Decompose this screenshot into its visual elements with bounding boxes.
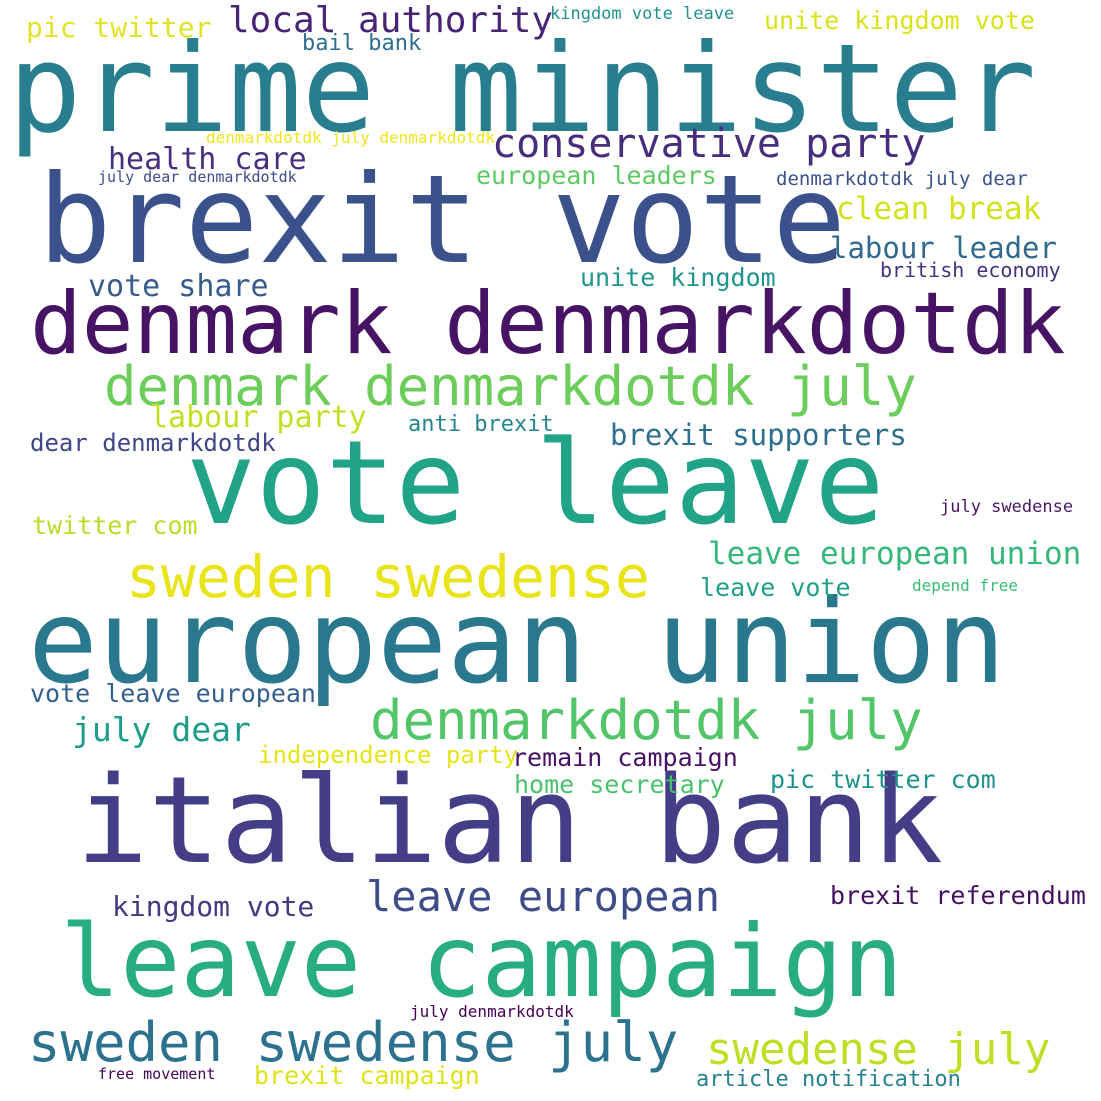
- word-brexit-supporters: brexit supporters: [610, 418, 907, 452]
- word-brexit-campaign: brexit campaign: [254, 1061, 480, 1090]
- word-brexit-referendum: brexit referendum: [830, 881, 1086, 910]
- word-denmarkdotdk-july-dear: denmarkdotdk july dear: [776, 168, 1028, 190]
- word-denmark-denmarkdotdk: denmark denmarkdotdk: [30, 274, 1066, 374]
- word-sweden-swedense: sweden swedense: [126, 543, 650, 611]
- word-leave-european: leave european: [366, 872, 721, 921]
- word-denmarkdotdk-july-denmarkdotdk: denmarkdotdk july denmarkdotdk: [206, 128, 495, 147]
- word-conservative-party: conservative party: [492, 121, 926, 167]
- word-sweden-swedense-july: sweden swedense july: [28, 1011, 679, 1074]
- word-denmarkdotdk-july: denmarkdotdk july: [370, 689, 923, 752]
- word-pic-twitter: pic twitter: [26, 11, 212, 44]
- word-unite-kingdom: unite kingdom: [580, 263, 776, 292]
- word-labour-leader: labour leader: [830, 231, 1057, 265]
- word-dear-denmarkdotdk: dear denmarkdotdk: [30, 429, 276, 457]
- word-european-union: european union: [28, 575, 1006, 710]
- word-health-care: health care: [108, 142, 307, 177]
- word-bail-bank: bail bank: [302, 31, 422, 56]
- word-july-denmarkdotdk: july denmarkdotdk: [410, 1002, 574, 1021]
- word-independence-party: independence party: [258, 741, 519, 769]
- word-swedense-july: swedense july: [706, 1024, 1051, 1075]
- word-kingdom-vote-leave: kingdom vote leave: [550, 4, 735, 24]
- word-british-economy: british economy: [880, 258, 1061, 282]
- word-home-secretary: home secretary: [514, 770, 725, 799]
- word-article-notification: article notification: [696, 1067, 961, 1092]
- word-european-leaders: european leaders: [476, 161, 717, 190]
- word-unite-kingdom-vote: unite kingdom vote: [764, 6, 1035, 35]
- word-july-dear: july dear: [72, 710, 251, 749]
- word-leave-vote: leave vote: [700, 573, 851, 602]
- word-twitter-com: twitter com: [32, 511, 198, 540]
- word-italian-bank: italian bank: [76, 752, 943, 891]
- word-labour-party: labour party: [150, 400, 367, 435]
- word-july-swedense: july swedense: [940, 497, 1074, 517]
- word-pic-twitter-com: pic twitter com: [770, 765, 996, 794]
- word-remain-campaign: remain campaign: [512, 743, 738, 772]
- word-prime-minister: prime minister: [8, 18, 1037, 160]
- word-free-movement: free movement: [98, 1065, 216, 1083]
- word-brexit-vote: brexit vote: [38, 149, 846, 291]
- word-local-authority: local authority: [228, 0, 554, 41]
- word-leave-campaign: leave campaign: [60, 903, 903, 1020]
- word-denmark-denmarkdotdk-july: denmark denmarkdotdk july: [104, 355, 917, 418]
- word-depend-free: depend free: [912, 576, 1018, 595]
- word-anti-brexit: anti brexit: [408, 412, 554, 437]
- word-clean-break: clean break: [836, 191, 1042, 227]
- word-kingdom-vote: kingdom vote: [112, 890, 315, 923]
- word-vote-share: vote share: [88, 269, 269, 304]
- word-leave-european-union: leave european union: [708, 536, 1082, 572]
- word-vote-leave: vote leave: [186, 416, 885, 551]
- word-vote-leave-european: vote leave european: [30, 679, 316, 708]
- word-july-dear-denmarkdotdk: july dear denmarkdotdk: [98, 168, 297, 186]
